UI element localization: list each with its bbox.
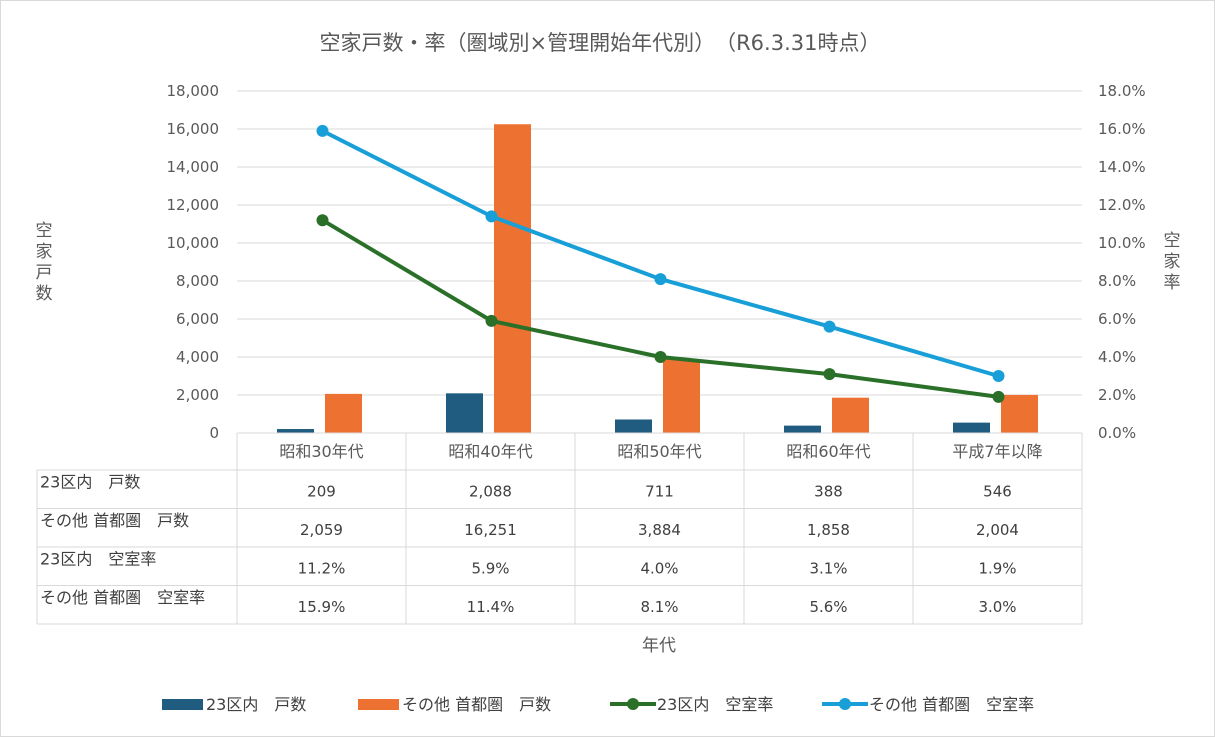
- y-axis-label: 空家戸数: [36, 221, 53, 304]
- y2-tick-label: 16.0%: [1098, 120, 1146, 138]
- data-label: 4.0%: [640, 559, 678, 577]
- y-axis-left: 0 2,000 4,000 6,000 8,000 10,000 12,000 14,000 1…: [167, 82, 220, 442]
- point-other-rate: [654, 273, 667, 286]
- bar-series: [277, 124, 1038, 433]
- data-label: 546: [983, 482, 1012, 500]
- data-label: 388: [814, 482, 843, 500]
- bar-23ku-count: [615, 419, 652, 433]
- legend-swatch: [358, 699, 399, 710]
- row-header: 23区内 空室率: [40, 549, 156, 568]
- y-tick-label: 2,000: [176, 386, 219, 404]
- legend: 23区内 戸数 その他 首都圏 戸数 23区内 空室率 その他 首都圏 空室率: [162, 695, 1034, 714]
- y-tick-label: 12,000: [167, 196, 220, 214]
- data-label: 8.1%: [640, 598, 678, 616]
- point-other-rate: [823, 320, 836, 333]
- data-label: 711: [645, 482, 674, 500]
- point-23ku-rate: [316, 214, 329, 227]
- bar-23ku-count: [784, 425, 821, 433]
- y-tick-label: 4,000: [176, 348, 219, 366]
- y2-tick-label: 6.0%: [1098, 310, 1136, 328]
- legend-label: その他 首都圏 空室率: [869, 695, 1034, 714]
- y-tick-label: 10,000: [167, 234, 220, 252]
- category-label: 昭和60年代: [786, 442, 870, 461]
- row-header: その他 首都圏 戸数: [40, 511, 189, 530]
- y2-tick-label: 2.0%: [1098, 386, 1136, 404]
- data-label: 5.6%: [809, 598, 847, 616]
- category-label: 昭和40年代: [448, 442, 532, 461]
- data-label: 15.9%: [298, 598, 346, 616]
- y2-tick-label: 18.0%: [1098, 82, 1146, 100]
- y-tick-label: 6,000: [176, 310, 219, 328]
- data-label: 2,088: [469, 482, 512, 500]
- data-label: 5.9%: [471, 559, 509, 577]
- legend-marker: [627, 698, 639, 710]
- data-label: 16,251: [464, 521, 517, 539]
- y-tick-label: 14,000: [167, 158, 220, 176]
- y2-tick-label: 8.0%: [1098, 272, 1136, 290]
- data-label: 3,884: [638, 521, 681, 539]
- y-tick-label: 8,000: [176, 272, 219, 290]
- x-axis-label: 年代: [642, 636, 676, 656]
- point-other-rate: [992, 370, 1005, 382]
- line-series: [316, 124, 1005, 403]
- y-tick-label: 18,000: [167, 82, 220, 100]
- category-label: 昭和30年代: [279, 442, 363, 461]
- gridlines: [237, 90, 1082, 396]
- category-label: 平成7年以降: [952, 442, 1042, 461]
- bar-other-count: [663, 359, 700, 433]
- data-label: 3.0%: [978, 598, 1016, 616]
- bar-other-count: [832, 397, 869, 433]
- legend-swatch: [162, 699, 203, 710]
- bar-23ku-count: [446, 393, 483, 433]
- category-label: 昭和50年代: [617, 442, 701, 461]
- y-tick-label: 16,000: [167, 120, 220, 138]
- row-header: その他 首都圏 空室率: [40, 588, 205, 607]
- point-other-rate: [485, 210, 498, 223]
- data-table: 昭和30年代 昭和40年代 昭和50年代 昭和60年代 平成7年以降 23区内 戸数 209…: [36, 432, 1083, 625]
- point-other-rate: [316, 124, 329, 137]
- legend-label: その他 首都圏 戸数: [402, 695, 551, 714]
- legend-marker: [839, 698, 851, 710]
- data-label: 1.9%: [978, 559, 1016, 577]
- data-label: 11.2%: [298, 559, 346, 577]
- bar-other-count: [325, 393, 362, 433]
- row-header: 23区内 戸数: [40, 472, 140, 491]
- point-23ku-rate: [992, 390, 1005, 403]
- y-tick-label: 0: [209, 424, 219, 442]
- y2-tick-label: 10.0%: [1098, 234, 1146, 252]
- bar-other-count: [494, 124, 531, 433]
- data-label: 1,858: [807, 521, 850, 539]
- legend-label: 23区内 戸数: [206, 695, 306, 714]
- data-label: 3.1%: [809, 559, 847, 577]
- bar-23ku-count: [953, 422, 990, 433]
- line-23ku-rate: [320, 218, 1001, 399]
- point-23ku-rate: [654, 351, 667, 363]
- point-23ku-rate: [485, 314, 498, 327]
- line-other-rate: [320, 128, 1001, 378]
- data-label: 2,004: [976, 521, 1019, 539]
- y2-tick-label: 12.0%: [1098, 196, 1146, 214]
- bar-other-count: [1001, 394, 1038, 433]
- bar-23ku-count: [277, 429, 314, 433]
- point-23ku-rate: [823, 368, 836, 381]
- chart-title: 空家戸数・率（圏域別×管理開始年代別） （R6.3.31時点）: [320, 31, 881, 55]
- legend-label: 23区内 空室率: [657, 695, 773, 714]
- y2-tick-label: 4.0%: [1098, 348, 1136, 366]
- data-label: 2,059: [300, 521, 343, 539]
- y-axis-right: 0.0% 2.0% 4.0% 6.0% 8.0% 10.0% 12.0% 14.0% 16.0%…: [1098, 82, 1146, 442]
- y2-tick-label: 14.0%: [1098, 158, 1146, 176]
- y2-axis-label: 空家率: [1164, 231, 1181, 293]
- data-label: 11.4%: [467, 598, 515, 616]
- data-label: 209: [307, 482, 336, 500]
- y2-tick-label: 0.0%: [1098, 424, 1136, 442]
